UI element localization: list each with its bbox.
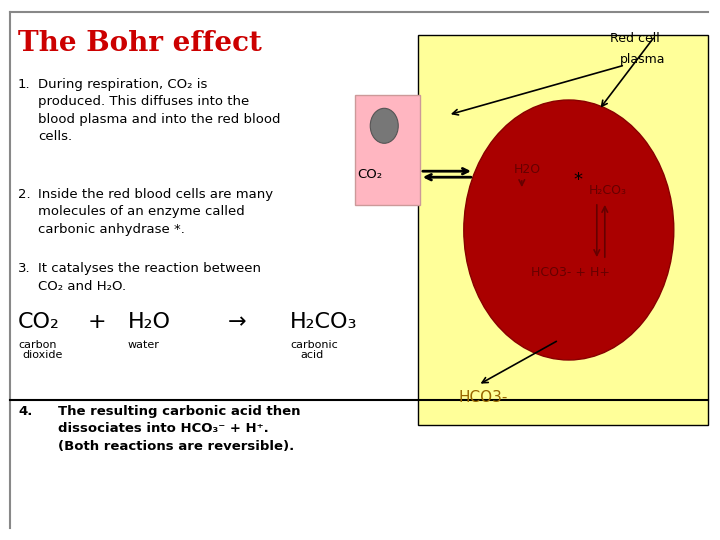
Text: H₂CO₃: H₂CO₃ bbox=[589, 184, 627, 197]
Text: CO₂: CO₂ bbox=[357, 168, 382, 181]
Text: H2O: H2O bbox=[514, 163, 541, 176]
Text: HCO3- + H+: HCO3- + H+ bbox=[531, 266, 610, 279]
Text: The Bohr effect: The Bohr effect bbox=[18, 30, 262, 57]
Text: 1.: 1. bbox=[18, 78, 31, 91]
Text: →: → bbox=[228, 312, 247, 332]
Text: 4.: 4. bbox=[18, 405, 32, 418]
Text: It catalyses the reaction between
CO₂ and H₂O.: It catalyses the reaction between CO₂ an… bbox=[38, 262, 261, 293]
Text: Inside the red blood cells are many
molecules of an enzyme called
carbonic anhyd: Inside the red blood cells are many mole… bbox=[38, 188, 273, 236]
Text: CO₂: CO₂ bbox=[18, 312, 60, 332]
Text: plasma: plasma bbox=[620, 53, 665, 66]
Text: HCO3-: HCO3- bbox=[458, 390, 508, 406]
Text: acid: acid bbox=[300, 350, 323, 360]
Text: 2.: 2. bbox=[18, 188, 31, 201]
Text: During respiration, CO₂ is
produced. This diffuses into the
blood plasma and int: During respiration, CO₂ is produced. Thi… bbox=[38, 78, 281, 144]
Bar bbox=[418, 35, 708, 425]
Text: H₂O: H₂O bbox=[128, 312, 171, 332]
Text: *: * bbox=[574, 171, 582, 189]
Text: dioxide: dioxide bbox=[22, 350, 63, 360]
Bar bbox=[355, 95, 420, 205]
Text: +: + bbox=[88, 312, 107, 332]
Ellipse shape bbox=[370, 109, 398, 143]
Text: Red cell: Red cell bbox=[611, 31, 660, 44]
Text: H₂CO₃: H₂CO₃ bbox=[290, 312, 358, 332]
Text: The resulting carbonic acid then
dissociates into HCO₃⁻ + H⁺.
(Both reactions ar: The resulting carbonic acid then dissoci… bbox=[58, 405, 300, 453]
Text: carbon: carbon bbox=[18, 340, 56, 350]
Text: carbonic: carbonic bbox=[290, 340, 338, 350]
Ellipse shape bbox=[464, 100, 674, 360]
Text: water: water bbox=[128, 340, 160, 350]
Text: 3.: 3. bbox=[18, 262, 31, 275]
